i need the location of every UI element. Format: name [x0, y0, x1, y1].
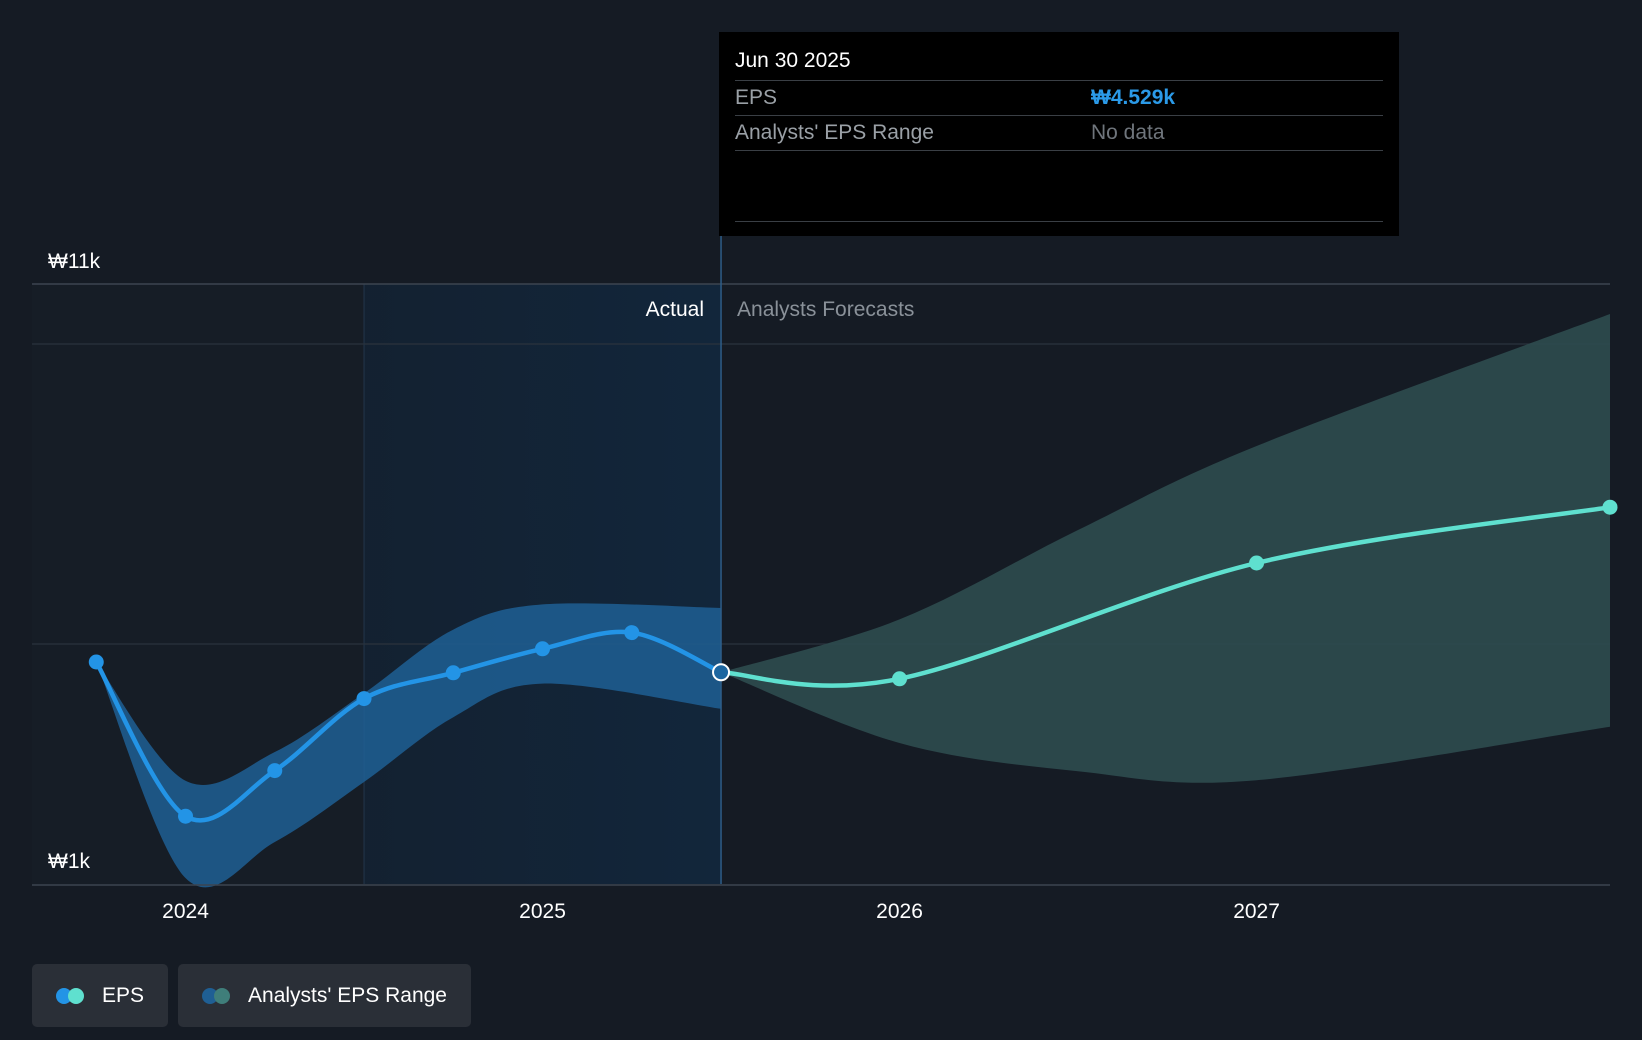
x-tick-label: 2025 [519, 900, 566, 923]
tooltip-spacer [735, 151, 1383, 222]
y-axis-top-label: ₩11k [48, 250, 101, 273]
eps-range-legend-icon [202, 987, 232, 1004]
eps-point [267, 763, 283, 779]
eps-point [178, 808, 194, 824]
legend-eps-range-label: Analysts' EPS Range [248, 983, 447, 1007]
tooltip-row-range: Analysts' EPS Range No data [735, 116, 1383, 151]
tooltip-eps-value: ₩4.529k [1091, 86, 1176, 109]
eps-point [445, 665, 461, 681]
eps-forecast-point [892, 671, 908, 687]
actual-section-label: Actual [646, 298, 704, 321]
x-tick-label: 2026 [876, 900, 923, 923]
eps-points [88, 499, 1618, 824]
eps-forecast-line [720, 504, 1611, 688]
tooltip-row-eps: EPS ₩4.529k [735, 81, 1383, 116]
actual-range-area [96, 603, 722, 888]
eps-point [624, 625, 640, 641]
tooltip-eps-label: EPS [735, 86, 778, 109]
x-tick-label: 2027 [1233, 900, 1280, 923]
eps-legend-icon [56, 987, 86, 1004]
x-axis-ticks: 2024 2025 2026 2027 [162, 900, 1280, 923]
eps-forecast-point [1602, 499, 1618, 515]
tooltip-range-label: Analysts' EPS Range [735, 121, 934, 144]
y-axis-bottom-label: ₩1k [48, 850, 91, 873]
x-tick-label: 2024 [162, 900, 209, 923]
eps-point [88, 654, 104, 670]
legend-item-eps[interactable]: EPS [32, 964, 169, 1027]
legend-eps-label: EPS [102, 983, 145, 1007]
forecast-range-area [721, 314, 1610, 783]
tooltip-range-value: No data [1091, 121, 1165, 144]
legend-item-eps-range[interactable]: Analysts' EPS Range [178, 964, 471, 1027]
eps-forecast-point [1249, 555, 1265, 571]
eps-highlight-point [712, 663, 731, 682]
tooltip-date: Jun 30 2025 [735, 46, 1383, 81]
forecast-section-label: Analysts Forecasts [737, 298, 914, 321]
eps-point [356, 691, 372, 707]
actual-period-band [364, 284, 722, 884]
tooltip: Jun 30 2025 EPS ₩4.529k Analysts' EPS Ra… [719, 32, 1399, 236]
eps-point [535, 641, 551, 657]
legend: EPS Analysts' EPS Range [32, 964, 471, 1027]
